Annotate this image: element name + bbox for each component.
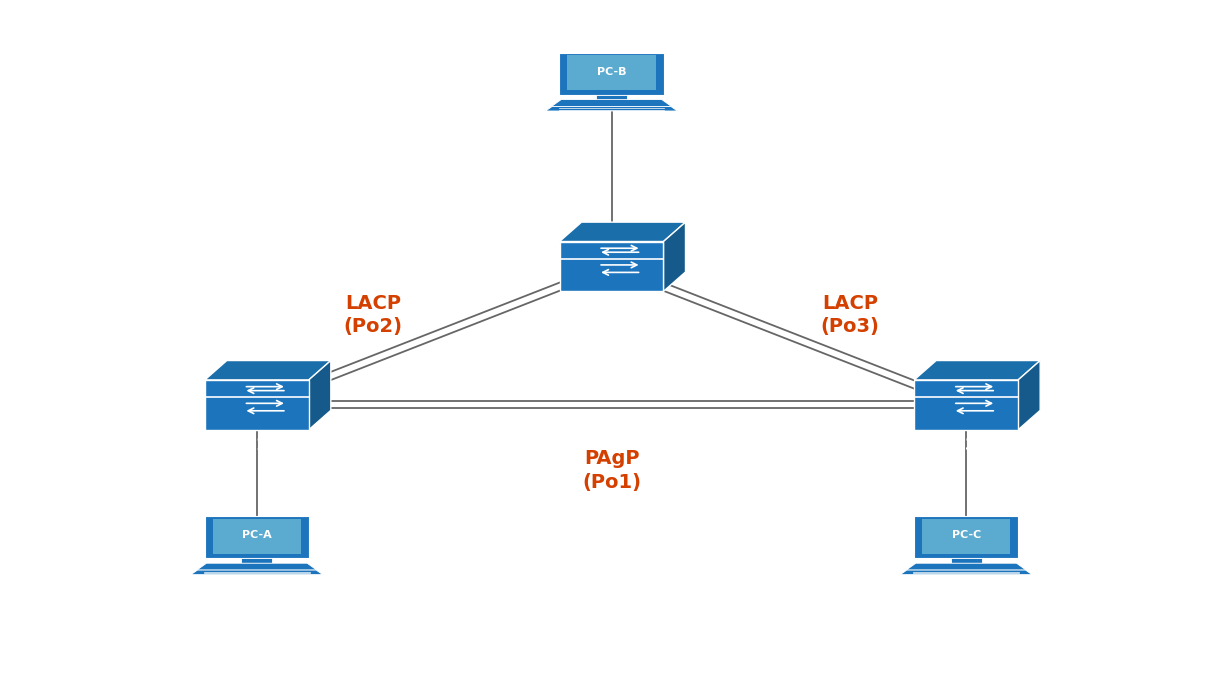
Text: LACP
(Po3): LACP (Po3) bbox=[821, 293, 879, 336]
Polygon shape bbox=[560, 242, 663, 291]
Polygon shape bbox=[205, 380, 308, 430]
Polygon shape bbox=[197, 563, 317, 570]
Polygon shape bbox=[922, 519, 1010, 554]
Polygon shape bbox=[900, 570, 1032, 574]
Polygon shape bbox=[204, 516, 309, 558]
Text: PC-A: PC-A bbox=[242, 530, 272, 540]
Text: S2: S2 bbox=[600, 300, 623, 315]
Polygon shape bbox=[914, 516, 1019, 558]
Polygon shape bbox=[205, 361, 330, 380]
Polygon shape bbox=[915, 361, 1040, 380]
Polygon shape bbox=[663, 222, 685, 291]
Polygon shape bbox=[906, 563, 1026, 570]
Polygon shape bbox=[560, 222, 685, 242]
Polygon shape bbox=[596, 95, 627, 100]
Polygon shape bbox=[191, 570, 323, 574]
Polygon shape bbox=[567, 55, 656, 90]
Text: PC-C: PC-C bbox=[951, 530, 981, 540]
Text: PAgP
(Po1): PAgP (Po1) bbox=[582, 449, 641, 492]
Text: S1: S1 bbox=[246, 438, 268, 453]
Text: LACP
(Po2): LACP (Po2) bbox=[344, 293, 402, 336]
Text: S3: S3 bbox=[955, 438, 977, 453]
Text: PC-B: PC-B bbox=[597, 66, 626, 77]
Polygon shape bbox=[241, 558, 273, 563]
Polygon shape bbox=[552, 100, 671, 107]
Polygon shape bbox=[545, 107, 678, 111]
Polygon shape bbox=[950, 558, 982, 563]
Polygon shape bbox=[308, 361, 330, 430]
Polygon shape bbox=[213, 519, 301, 554]
Polygon shape bbox=[559, 53, 664, 95]
Polygon shape bbox=[915, 380, 1018, 430]
Polygon shape bbox=[1018, 361, 1040, 430]
